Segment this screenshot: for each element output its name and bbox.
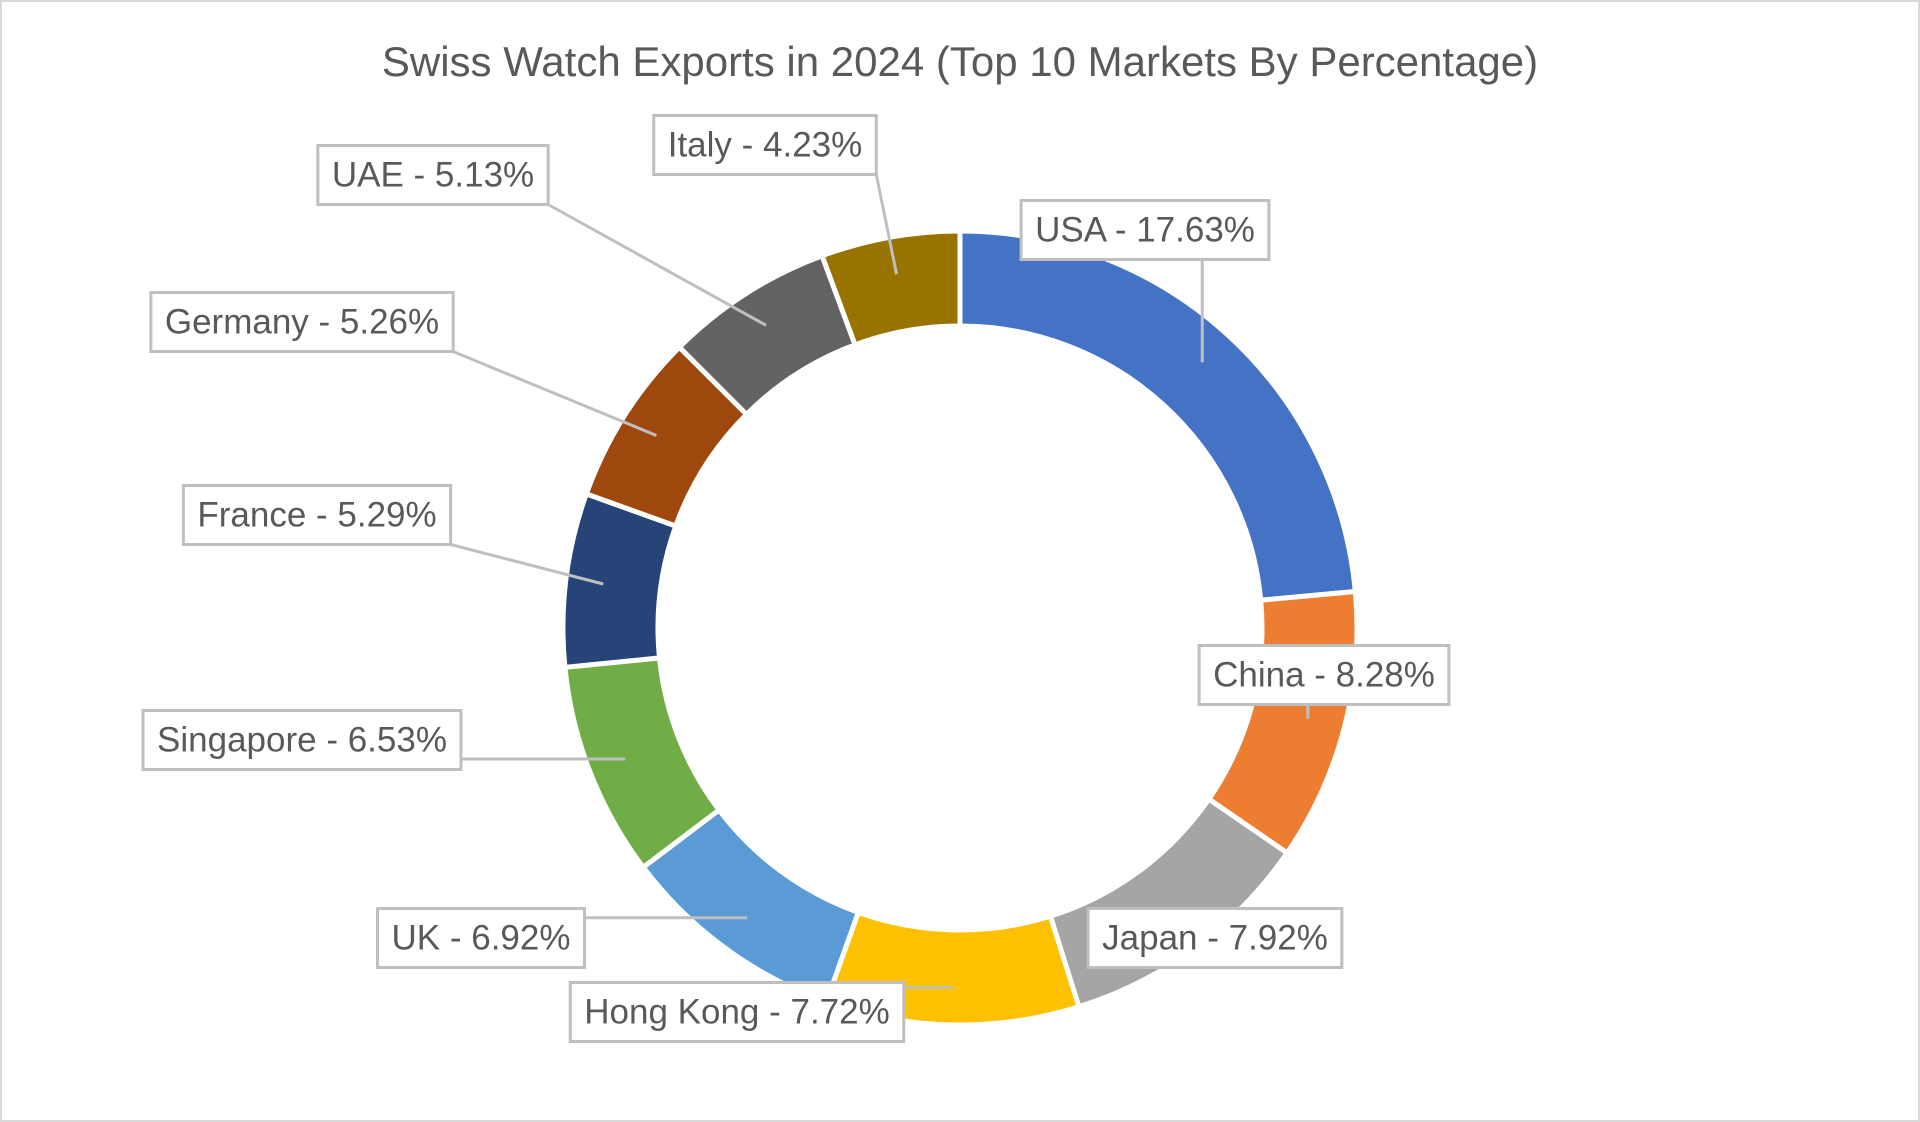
leader-line-uae: [547, 203, 767, 327]
data-label-box-uae: [316, 144, 550, 206]
data-label-box-japan: [1086, 907, 1344, 969]
slice-japan: [1047, 795, 1291, 1010]
data-labels: USA - 17.63% China - 8.28% Japan - 7.92% Ho…: [141, 114, 1451, 1043]
data-label-box-germany: [149, 291, 455, 353]
data-label-italy: Italy - 4.23%: [668, 126, 863, 165]
data-label-box-hong-kong: [568, 981, 906, 1043]
slices: [560, 228, 1360, 1028]
slice-usa: [957, 228, 1359, 603]
data-label-box-singapore: [141, 709, 463, 771]
data-label-germany: Germany - 5.26%: [165, 303, 439, 342]
data-label-china: China - 8.28%: [1213, 656, 1435, 695]
data-label-box-italy: [652, 114, 878, 176]
data-label-singapore: Singapore - 6.53%: [157, 721, 447, 760]
chart-title: Swiss Watch Exports in 2024 (Top 10 Mark…: [381, 38, 1539, 85]
data-label-box-uk: [376, 907, 586, 969]
leader-line-france: [450, 543, 604, 586]
data-label-hong-kong: Hong Kong - 7.72%: [584, 993, 889, 1032]
slice-italy: [818, 228, 963, 349]
data-label-france: France - 5.29%: [197, 496, 436, 535]
data-label-box-france: [181, 484, 453, 546]
data-label-uk: UK - 6.92%: [392, 919, 571, 958]
data-label-uae: UAE - 5.13%: [332, 156, 534, 195]
leader-line-italy: [874, 174, 899, 275]
data-label-box-usa: [1019, 199, 1271, 261]
data-label-usa: USA - 17.63%: [1035, 211, 1255, 250]
leader-line-germany: [452, 350, 657, 437]
leader-lines: [450, 174, 1310, 989]
data-label-japan: Japan - 7.92%: [1102, 919, 1328, 958]
data-label-box-china: [1197, 644, 1451, 706]
